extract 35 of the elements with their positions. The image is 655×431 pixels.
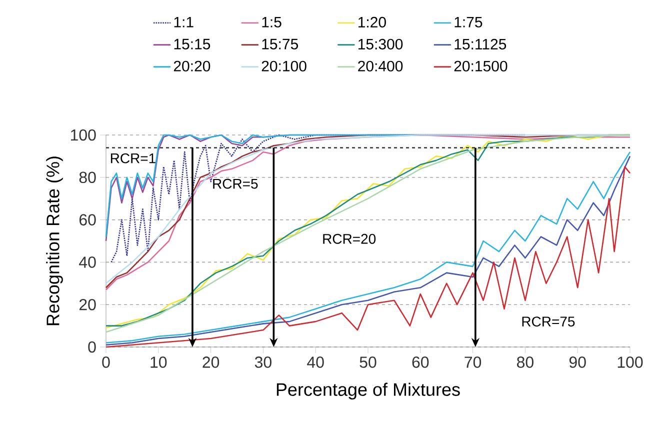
y-tick-label: 60 (79, 214, 96, 226)
legend-label: 1:75 (454, 16, 482, 28)
legend-label: 20:100 (262, 60, 306, 72)
x-tick-label: 10 (150, 356, 167, 368)
annotation: RCR=20 (323, 234, 376, 244)
legend-label: 1:20 (358, 16, 386, 28)
y-axis-title: Recognition Rate (%) (46, 156, 63, 326)
y-tick-label: 80 (79, 172, 96, 184)
y-tick-label: 100 (70, 129, 96, 141)
y-tick-label: 40 (79, 256, 96, 268)
x-tick-label: 100 (618, 356, 643, 368)
x-tick-label: 90 (569, 356, 586, 368)
annotation: RCR=75 (522, 316, 575, 327)
legend-label: 20:20 (174, 60, 210, 72)
legend-label: 15:75 (262, 38, 298, 50)
x-tick-label: 80 (516, 356, 534, 368)
x-axis-title: Percentage of Mixtures (276, 382, 460, 400)
legend-label: 15:1125 (454, 38, 506, 50)
legend-label: 20:1500 (454, 60, 508, 72)
x-tick-label: 40 (307, 356, 324, 368)
legend-label: 15:15 (174, 38, 210, 50)
x-tick-label: 20 (202, 356, 220, 368)
y-tick-label: 20 (79, 298, 96, 310)
x-tick-label: 50 (360, 356, 376, 368)
x-tick-label: 70 (464, 356, 482, 368)
y-tick-label: 0 (88, 341, 96, 353)
legend-label: 1:1 (174, 16, 194, 28)
x-tick-label: 30 (254, 356, 272, 368)
x-tick-label: 0 (102, 356, 110, 368)
annotation: RCR=5 (213, 178, 258, 189)
legend-label: 20:400 (358, 60, 403, 72)
annotation: RCR=1 (110, 153, 156, 164)
legend-label: 15:300 (358, 38, 403, 50)
x-tick-label: 60 (412, 356, 429, 368)
legend-label: 1:5 (262, 16, 282, 28)
